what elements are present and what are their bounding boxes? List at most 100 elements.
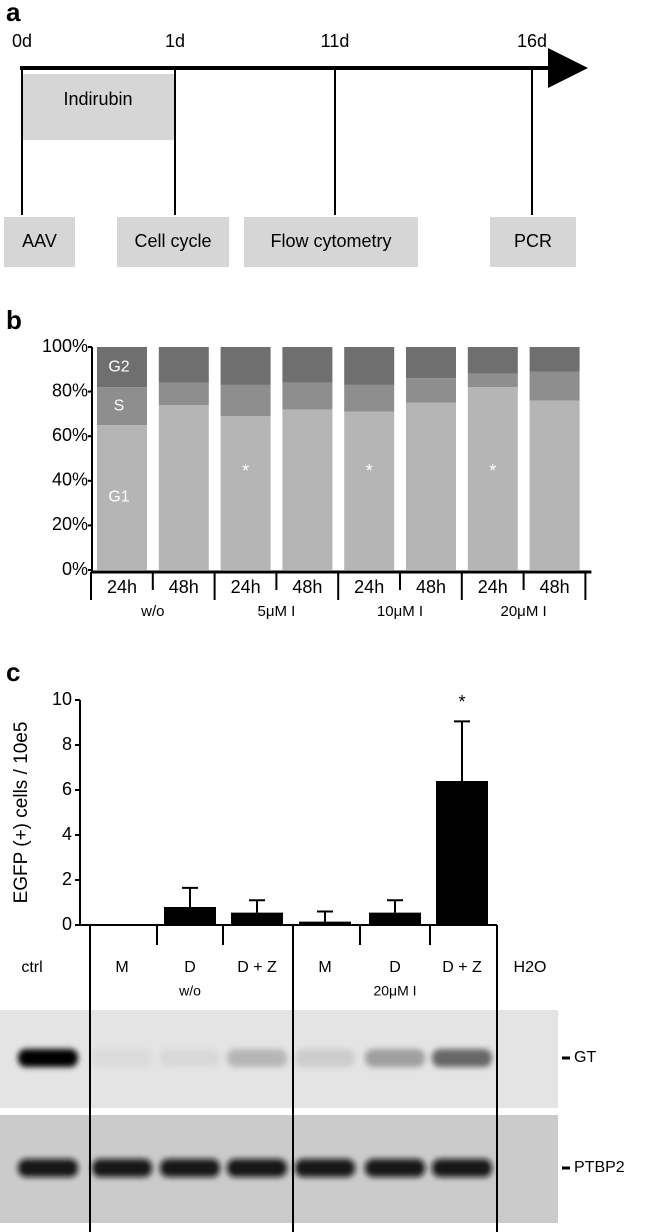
y-tick-label: 0: [62, 914, 72, 934]
significance: *: [366, 461, 373, 481]
bar-segment: [406, 402, 456, 570]
bar-segment: [97, 347, 147, 388]
x-tick-label: 24h: [478, 577, 508, 597]
bar-segment: [97, 387, 147, 426]
bar-segment: [344, 347, 395, 385]
treatment-box: [22, 74, 175, 140]
lane-label: ctrl: [21, 959, 42, 976]
group-label: 10μM I: [377, 603, 423, 620]
significance: *: [458, 692, 465, 712]
assay-label: Cell cycle: [134, 231, 211, 251]
panel-label: b: [6, 305, 22, 335]
bar-segment: [282, 409, 333, 570]
band-label: GT: [574, 1049, 596, 1066]
band: [432, 1159, 492, 1177]
series-label: G1: [108, 489, 129, 506]
band: [160, 1159, 220, 1177]
band: [227, 1159, 287, 1177]
band: [160, 1049, 220, 1067]
assay-label: AAV: [22, 231, 57, 251]
y-tick-label: 80%: [52, 380, 88, 400]
y-axis-label: EGFP (+) cells / 10e5: [11, 722, 32, 904]
y-tick-label: 20%: [52, 514, 88, 534]
group-label: 20μM I: [501, 603, 547, 620]
bar-segment: [344, 384, 395, 412]
x-tick-label: 24h: [107, 577, 137, 597]
series-label: S: [114, 397, 125, 414]
group-label: w/o: [178, 983, 201, 999]
group-label: w/o: [140, 603, 164, 620]
bar-segment: [97, 425, 147, 570]
bar-segment: [344, 411, 395, 570]
assay-box: [4, 217, 75, 267]
panel-label: a: [6, 0, 21, 27]
day-label: 1d: [165, 31, 185, 51]
timeline: 0d 1d 11d 16d AAV Cell cycle Flow cytometry PCR: [4, 31, 576, 267]
series-label: G2: [108, 358, 129, 375]
significance: *: [489, 461, 496, 481]
cell-cycle-chart: 0% 20% 40% 60% 80% 100% G1 S G2 24h 48h * 24h 48h * 24h…: [42, 336, 592, 620]
x-tick-label: 48h: [292, 577, 322, 597]
assay-box: [490, 217, 576, 267]
group-label: 5μM I: [257, 603, 295, 620]
bar-segment: [406, 347, 456, 379]
bar-segment: [282, 347, 333, 383]
bar: [164, 907, 216, 925]
y-tick-label: 40%: [52, 470, 88, 490]
day-label: 0d: [12, 31, 32, 51]
x-tick-label: 48h: [540, 577, 570, 597]
day-label: 11d: [321, 31, 350, 51]
bar-segment: [467, 373, 518, 388]
y-tick-label: 10: [52, 689, 72, 709]
bar-segment: [220, 347, 271, 385]
band: [18, 1049, 78, 1067]
bar-segment: [282, 382, 333, 410]
panel-label: c: [6, 657, 20, 687]
x-tick-label: D + Z: [442, 959, 482, 976]
band: [365, 1159, 425, 1177]
band: [227, 1049, 287, 1067]
y-tick-label: 8: [62, 734, 72, 754]
bar-segment: [158, 347, 209, 383]
bar-segment: [220, 416, 271, 570]
bar: [436, 781, 488, 925]
lane-label: H2O: [514, 959, 547, 976]
x-tick-label: D + Z: [237, 959, 277, 976]
y-tick-label: 60%: [52, 425, 88, 445]
bar: [299, 921, 351, 925]
x-tick-label: 24h: [354, 577, 384, 597]
y-tick-label: 4: [62, 824, 72, 844]
band: [92, 1049, 152, 1067]
bar-segment: [406, 378, 456, 403]
group-label: 20μM I: [373, 983, 416, 999]
y-tick-label: 0%: [62, 559, 88, 579]
assay-label: PCR: [514, 231, 552, 251]
bar-segment: [529, 400, 580, 570]
bar-segment: [529, 371, 580, 401]
y-tick-label: 100%: [42, 336, 88, 356]
x-tick-label: M: [115, 959, 128, 976]
band-label: PTBP2: [574, 1159, 625, 1176]
assay-box: [244, 217, 418, 267]
bar: [231, 912, 283, 925]
band: [365, 1049, 425, 1067]
assay-label: Flow cytometry: [270, 231, 391, 251]
x-tick-label: M: [318, 959, 331, 976]
band: [432, 1049, 492, 1067]
band: [18, 1159, 78, 1177]
treatment-label: Indirubin: [63, 89, 132, 109]
x-tick-label: D: [389, 959, 401, 976]
bar: [369, 912, 421, 925]
y-tick-label: 6: [62, 779, 72, 799]
band: [295, 1159, 355, 1177]
x-tick-label: 48h: [416, 577, 446, 597]
y-tick-label: 2: [62, 869, 72, 889]
bar-segment: [529, 347, 580, 372]
assay-box: [117, 217, 229, 267]
x-tick-label: 24h: [231, 577, 261, 597]
x-tick-label: D: [184, 959, 196, 976]
band: [92, 1159, 152, 1177]
egfp-chart: 0 2 4 6 8 10 EGFP (+) cells / 10e5 M D D + Z M D * D …: [11, 689, 497, 999]
bar-segment: [158, 404, 209, 570]
